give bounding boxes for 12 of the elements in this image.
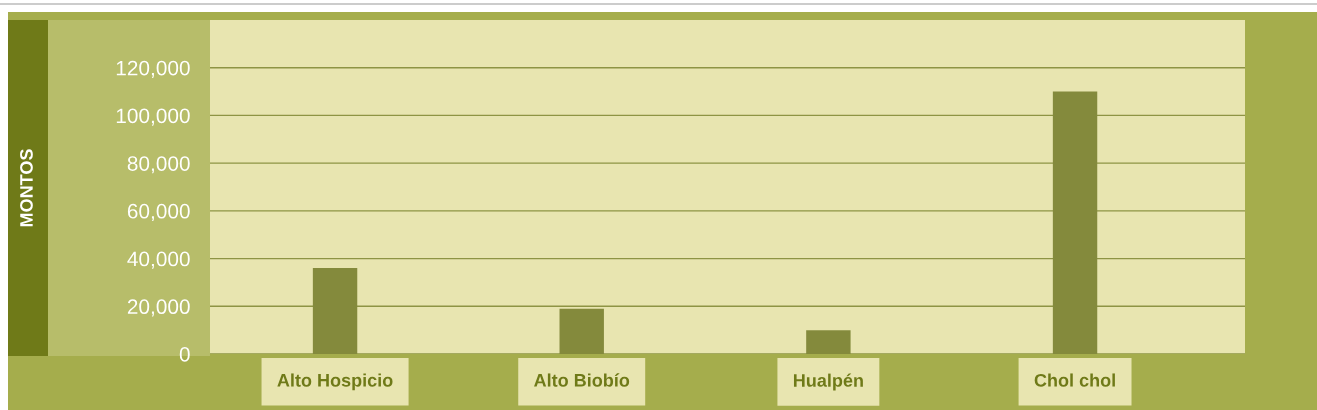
y-axis-title: MONTOS	[20, 149, 33, 227]
x-tick-label: Hualpén	[793, 373, 863, 391]
x-tick-label: Alto Biobío	[534, 373, 630, 387]
x-tick-label: Alto Hospicio	[277, 373, 393, 391]
y-tick-label: 80,000	[127, 156, 190, 174]
y-tick-label: 100,000	[116, 108, 190, 126]
y-tick-label: 20,000	[127, 299, 190, 317]
y-tick-label: 60,000	[127, 203, 190, 222]
x-tick-label: Chol chol	[1034, 373, 1115, 387]
y-tick-label: 40,000	[127, 251, 190, 269]
y-tick-label: 120,000	[116, 60, 190, 78]
y-tick-label: 0	[179, 347, 190, 362]
